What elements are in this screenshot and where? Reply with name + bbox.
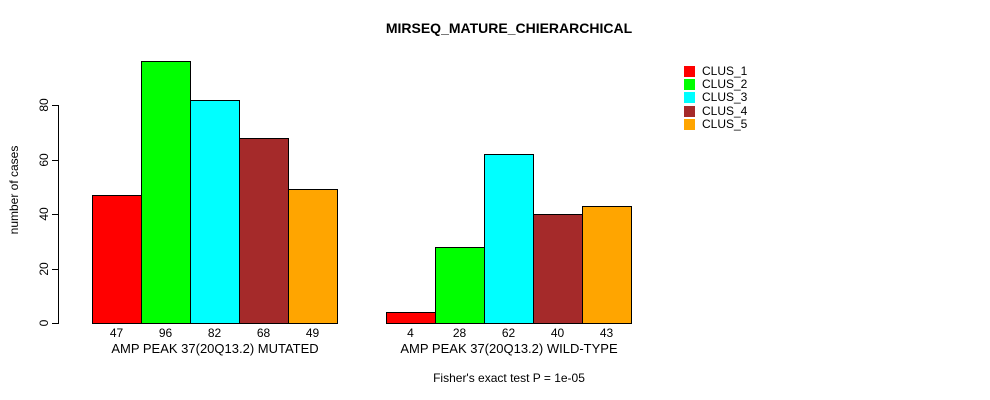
- y-axis-tick: [52, 323, 58, 324]
- legend-label: CLUS_4: [702, 103, 748, 118]
- bar-clus_1-group1: [92, 194, 142, 324]
- legend-swatch-icon: [684, 118, 695, 130]
- bar-clus_4-group1: [239, 137, 289, 324]
- y-axis-tick-label: 40: [37, 207, 51, 221]
- x-axis-group-label: AMP PEAK 37(20Q13.2) MUTATED: [111, 341, 319, 356]
- bar-value-label: 47: [109, 326, 124, 340]
- legend-item-clus_3: CLUS_3: [684, 91, 747, 104]
- bar-value-label: 4: [407, 326, 414, 340]
- y-axis-tick: [52, 268, 58, 270]
- bar-clus_4-group2: [533, 214, 583, 324]
- legend-item-clus_5: CLUS_5: [684, 116, 748, 131]
- legend-label: CLUS_1: [702, 64, 748, 78]
- y-axis-line: [58, 105, 59, 324]
- bar-clus_5-group2: [582, 205, 632, 324]
- bar-value-label: 68: [256, 326, 271, 340]
- bar-clus_1-group2: [386, 312, 436, 324]
- annotation-text: Fisher's exact test P = 1e-05: [433, 371, 585, 385]
- bar-value-label: 49: [305, 326, 320, 340]
- chart-legend: CLUS_1 CLUS_2 CLUS_3 CLUS_4 CLUS_5: [684, 64, 748, 131]
- legend-swatch-icon: [684, 92, 695, 104]
- y-axis-tick-label: 80: [37, 98, 51, 112]
- bar-clus_2-group2: [435, 246, 485, 324]
- legend-swatch-icon: [684, 66, 695, 78]
- y-axis-tick: [52, 214, 58, 215]
- y-axis-tick: [52, 159, 58, 161]
- chart-title: MIRSEQ_MATURE_CHIERARCHICAL: [385, 20, 633, 36]
- bar-clus_3-group2: [484, 154, 534, 324]
- bar-clus_2-group1: [141, 61, 191, 324]
- legend-item-clus_1: CLUS_1: [684, 64, 748, 78]
- legend-label: CLUS_5: [702, 116, 748, 131]
- y-axis-tick-label: 20: [37, 261, 51, 276]
- legend-item-clus_4: CLUS_4: [684, 103, 748, 118]
- bar-clus_5-group1: [288, 189, 338, 324]
- legend-label: CLUS_2: [702, 77, 748, 92]
- bar-value-label: 96: [158, 326, 173, 340]
- bar-value-label: 43: [599, 326, 614, 340]
- bar-value-label: 28: [452, 326, 467, 340]
- bar-value-label: 82: [207, 326, 222, 340]
- bar-clus_3-group1: [190, 99, 240, 324]
- x-axis-group-label: AMP PEAK 37(20Q13.2) WILD-TYPE: [400, 341, 618, 356]
- y-axis-tick-label: 60: [37, 152, 51, 167]
- legend-label: CLUS_3: [702, 90, 748, 105]
- bar-value-label: 40: [550, 326, 565, 340]
- y-axis-tick: [52, 105, 58, 106]
- legend-swatch-icon: [684, 79, 695, 91]
- bar-value-label: 62: [501, 326, 516, 340]
- legend-item-clus_2: CLUS_2: [684, 77, 748, 92]
- y-axis-tick-label: 0: [37, 319, 51, 327]
- legend-swatch-icon: [684, 105, 695, 117]
